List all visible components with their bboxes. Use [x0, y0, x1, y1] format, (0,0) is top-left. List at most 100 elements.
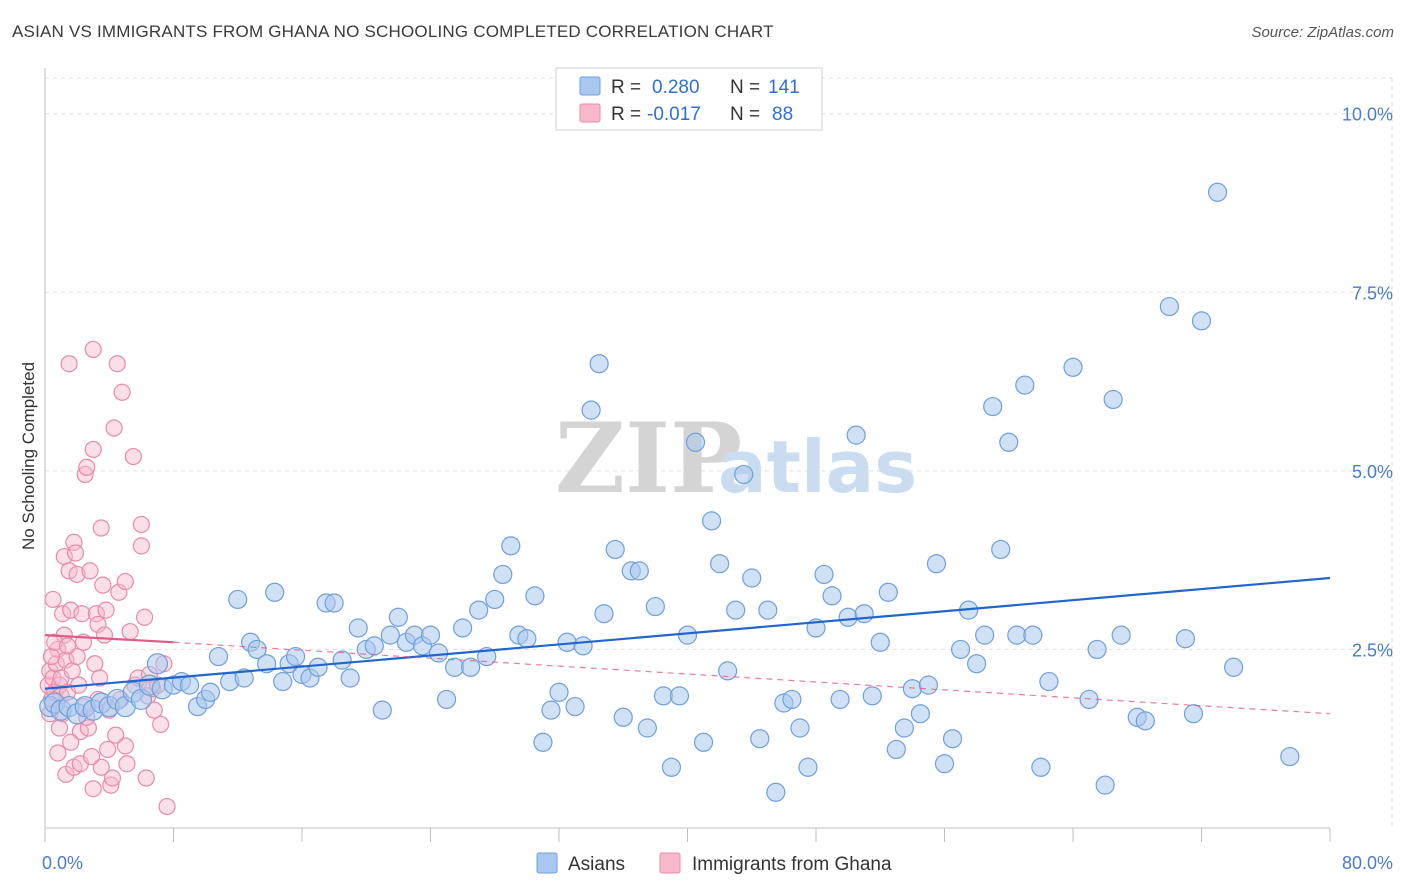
asian-point — [918, 675, 939, 695]
asian-point — [573, 636, 593, 656]
legend-ghana-r-label: R = — [611, 104, 641, 125]
bottom-legend-swatch-ghana — [659, 852, 681, 874]
asian-point — [894, 718, 914, 738]
ghana-point — [46, 633, 64, 651]
asian-point — [1183, 704, 1204, 724]
legend-asian-n-label: N = — [730, 77, 760, 98]
asian-point — [710, 554, 730, 574]
asian-point — [420, 625, 441, 645]
asian-point — [1039, 671, 1059, 692]
asian-trend-line — [44, 576, 1331, 690]
ghana-point — [92, 758, 110, 776]
asian-point — [734, 464, 754, 485]
ghana-point — [107, 726, 125, 744]
asian-point — [388, 607, 408, 627]
source-label: Source: ZipAtlas.com — [1251, 24, 1394, 41]
ghana-point — [105, 419, 123, 437]
asian-point — [999, 432, 1019, 452]
asian-point — [822, 586, 842, 606]
ghana-point — [99, 740, 117, 759]
asian-point — [1087, 639, 1107, 660]
ghana-point — [102, 776, 120, 794]
asian-point — [693, 732, 714, 752]
asian-point — [910, 704, 931, 724]
asian-point — [146, 653, 169, 675]
asian-point — [1031, 757, 1051, 777]
asian-point — [1159, 296, 1179, 317]
asian-point — [493, 564, 513, 585]
asian-point — [653, 686, 674, 706]
asian-point — [902, 679, 922, 699]
asian-point — [854, 604, 874, 624]
asian-point — [846, 425, 866, 445]
asian-point — [991, 539, 1011, 560]
ghana-point — [68, 565, 86, 584]
ghana-point — [121, 622, 139, 641]
asian-point — [1111, 625, 1131, 645]
ghana-point — [89, 615, 107, 634]
asian-point — [701, 511, 722, 531]
asian-point — [234, 668, 254, 688]
asian-point — [1023, 625, 1043, 645]
bottom-legend-ghana: Immigrants from Ghana — [692, 854, 892, 875]
ghana-point — [44, 590, 62, 609]
ghana-point — [132, 537, 150, 555]
ghana-point — [135, 608, 154, 626]
ghana-trend-line — [44, 634, 174, 644]
watermark-atlas: atlas — [718, 425, 917, 509]
ghana-point — [42, 647, 61, 666]
asian-point — [934, 754, 955, 774]
legend-ghana-n-value: 88 — [772, 104, 793, 125]
ghana-point — [82, 747, 101, 766]
ghana-point — [116, 737, 134, 755]
ghana-point — [57, 651, 75, 669]
legend-ghana-r-value: -0.017 — [647, 104, 701, 125]
ghana-point — [137, 769, 155, 787]
asian-point — [870, 632, 890, 652]
asian-point — [661, 757, 682, 777]
ghana-point — [132, 515, 150, 534]
asian-point — [541, 700, 561, 720]
asian-point — [645, 596, 665, 617]
grid — [45, 77, 1393, 828]
asian-point — [501, 536, 521, 556]
asian-point — [983, 396, 1003, 417]
asian-point — [565, 696, 585, 717]
asian-point — [200, 682, 221, 702]
asian-point — [677, 625, 698, 645]
ghana-point — [49, 744, 67, 762]
x-tick-label-0: 0.0% — [42, 853, 83, 873]
trend-lines — [44, 576, 1331, 715]
watermark: ZIP atlas — [555, 402, 917, 515]
x-tick-label-1: 80.0% — [1342, 853, 1393, 873]
ghana-point — [87, 605, 106, 623]
asian-point — [1175, 629, 1196, 649]
ghana-point — [73, 605, 91, 623]
asian-point — [265, 582, 285, 602]
ghana-point — [95, 626, 114, 644]
asian-point — [517, 629, 537, 649]
ghana-point — [50, 719, 69, 737]
asian-point — [324, 593, 344, 613]
asian-point — [340, 668, 360, 688]
asian-point — [485, 589, 505, 610]
ghana-point — [62, 733, 80, 751]
asian-point — [669, 686, 690, 706]
asian-point — [1207, 182, 1228, 202]
y-tick-label-0: 2.5% — [1352, 640, 1393, 660]
asian-point — [273, 671, 293, 692]
asian-point — [629, 561, 649, 581]
asian-point — [1015, 375, 1035, 395]
ghana-point — [60, 355, 78, 373]
asian-point — [782, 689, 802, 710]
asian-point — [886, 739, 906, 760]
asian-point — [549, 682, 569, 702]
ghana-point — [145, 701, 163, 719]
ghana-point — [116, 572, 134, 591]
asian-point — [926, 554, 947, 574]
asian-point — [750, 729, 770, 749]
asian-point — [453, 618, 473, 638]
asian-point — [798, 757, 818, 777]
asian-point — [758, 600, 778, 620]
